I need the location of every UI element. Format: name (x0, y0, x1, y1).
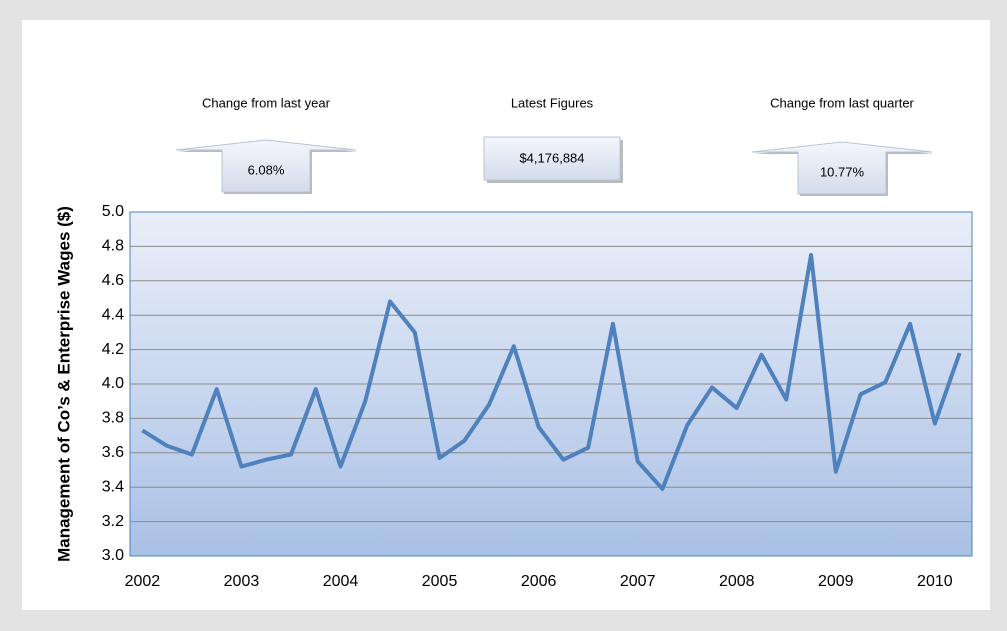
x-tick-label: 2007 (620, 573, 656, 590)
x-tick-label: 2002 (125, 573, 161, 590)
arrow-up (175, 139, 357, 193)
plot-border (129, 211, 973, 557)
y-tick-label: 5.0 (102, 203, 124, 220)
x-tick-label: 2008 (719, 573, 755, 590)
y-tick-label: 3.0 (102, 547, 124, 564)
annotation-value: 10.77% (820, 164, 865, 179)
y-tick-label: 3.6 (102, 444, 124, 461)
line-series (141, 253, 962, 491)
y-tick-label: 3.2 (102, 513, 124, 530)
x-tick-label: 2004 (323, 573, 359, 590)
x-tick-label: 2006 (521, 573, 557, 590)
annotation-value: $4,176,884 (519, 150, 584, 165)
y-tick-label: 4.2 (102, 341, 124, 358)
annotation-title: Change from last quarter (770, 95, 914, 110)
arrow-up (751, 141, 933, 195)
x-tick-label: 2010 (917, 573, 953, 590)
y-tick-label: 4.0 (102, 375, 124, 392)
y-tick-label: 3.4 (102, 478, 124, 495)
y-axis-label: Management of Co’s & Enterprise Wages ($… (54, 206, 73, 562)
annotation-shapes (175, 136, 934, 196)
x-tick-label: 2003 (224, 573, 260, 590)
x-tick-label: 2005 (422, 573, 458, 590)
box (483, 136, 621, 181)
annotation-value: 6.08% (248, 162, 285, 177)
y-tick-label: 3.8 (102, 410, 124, 427)
annotation-title: Change from last year (202, 95, 331, 110)
annotation-title: Latest Figures (511, 95, 594, 110)
y-tick-label: 4.8 (102, 238, 124, 255)
x-tick-label: 2009 (818, 573, 854, 590)
y-tick-label: 4.4 (102, 306, 124, 323)
y-tick-label: 4.6 (102, 272, 124, 289)
